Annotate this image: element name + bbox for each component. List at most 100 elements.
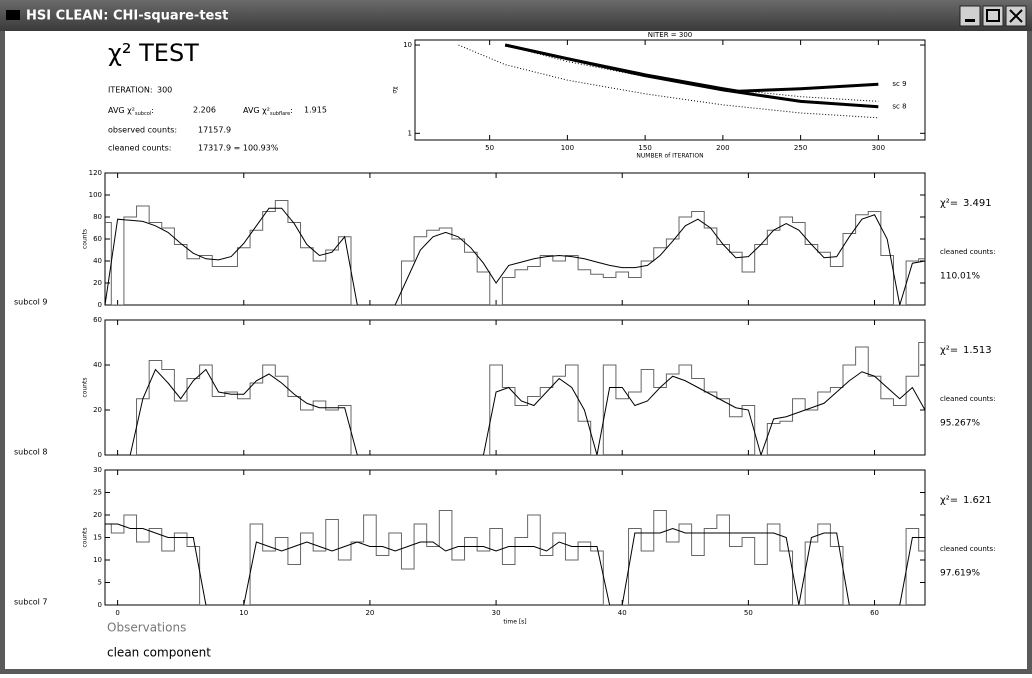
chi-label: χ²= bbox=[940, 198, 958, 209]
x-tick-label: 50 bbox=[744, 609, 753, 617]
avg-subcol-value: 2.206 bbox=[193, 106, 216, 115]
series-line bbox=[105, 523, 925, 605]
y-tick-label: 60 bbox=[93, 316, 102, 324]
y-tick-label: 0 bbox=[98, 301, 102, 309]
title-bar bbox=[0, 0, 1032, 31]
y-axis-label: counts bbox=[82, 377, 89, 397]
chart-title: NITER = 300 bbox=[648, 31, 693, 39]
y-tick-label: 5 bbox=[98, 579, 102, 587]
y-tick-label: 100 bbox=[89, 191, 102, 199]
x-tick-label: 30 bbox=[492, 609, 501, 617]
x-axis-label: time [s] bbox=[503, 619, 526, 626]
plot-frame bbox=[414, 39, 926, 141]
avg-subcol-label: AVG χ² bbox=[108, 106, 135, 115]
y-tick-label: 0 bbox=[98, 451, 102, 459]
y-tick-label: 15 bbox=[93, 534, 102, 542]
y-tick-label: 10 bbox=[403, 41, 412, 49]
cleaned-value: 110.01% bbox=[940, 272, 980, 282]
iteration-value: 300 bbox=[157, 86, 172, 95]
avg-subflare-value: 1.915 bbox=[304, 106, 327, 115]
cleaned-value: 97.619% bbox=[940, 569, 980, 579]
cleaned-value: 17317.9 = 100.93% bbox=[198, 144, 279, 153]
subcol-label: subcol 7 bbox=[14, 598, 47, 607]
chart: 0 20 40 60 80 100 120 counts subcol 9 χ²= 3.491 cle… bbox=[14, 169, 996, 309]
chi-label: χ²= bbox=[940, 345, 958, 356]
series-label: sc 9 bbox=[892, 80, 906, 88]
y-axis-label: counts bbox=[82, 229, 89, 249]
y-axis-label: σχ bbox=[392, 86, 399, 94]
y-tick-label: 10 bbox=[93, 556, 102, 564]
avg-subcol-sub: subcol bbox=[135, 111, 151, 117]
minimize-button[interactable] bbox=[959, 5, 981, 27]
cleaned-value: 95.267% bbox=[940, 419, 980, 429]
x-tick-label: 150 bbox=[638, 144, 651, 152]
avg-subflare: AVG χ²subflare: bbox=[243, 106, 293, 117]
x-tick-label: 20 bbox=[365, 609, 374, 617]
plot-area bbox=[105, 342, 925, 455]
y-tick-label: 60 bbox=[93, 235, 102, 243]
x-tick-label: 50 bbox=[485, 144, 494, 152]
y-tick-label: 40 bbox=[93, 361, 102, 369]
y-tick-label: 30 bbox=[93, 466, 102, 474]
observed-line bbox=[105, 510, 925, 605]
y-axis-label: counts bbox=[82, 527, 89, 547]
x-tick-label: 250 bbox=[794, 144, 807, 152]
test-title: χ² TEST bbox=[108, 39, 199, 67]
avg-subflare-sub: subflare bbox=[270, 111, 290, 117]
minimize-icon bbox=[965, 19, 975, 22]
chart: 1 10 50 100 150 200 250 300 NITER = 300 NUMBER of… bbox=[392, 31, 926, 160]
x-tick-label: 100 bbox=[561, 144, 574, 152]
y-tick-label: 1 bbox=[408, 129, 412, 137]
iteration-label: ITERATION: bbox=[108, 86, 153, 95]
cleaned-label: cleaned counts: bbox=[940, 545, 996, 553]
subcol-label: subcol 9 bbox=[14, 298, 47, 307]
y-tick-label: 80 bbox=[93, 213, 102, 221]
x-tick-label: 0 bbox=[115, 609, 119, 617]
y-tick-label: 20 bbox=[93, 406, 102, 414]
y-tick-label: 20 bbox=[93, 279, 102, 287]
cleaned-label: cleaned counts: bbox=[108, 144, 172, 153]
legend-clean: clean component bbox=[107, 646, 211, 660]
chi-value: 1.621 bbox=[963, 495, 992, 506]
legend-observations: Observations bbox=[107, 621, 186, 635]
window-title: HSI CLEAN: CHI-square-test bbox=[26, 9, 228, 24]
y-tick-label: 120 bbox=[89, 169, 102, 177]
subcol-label: subcol 8 bbox=[14, 448, 47, 457]
observed-line bbox=[105, 342, 925, 455]
y-tick-label: 0 bbox=[98, 601, 102, 609]
plot-area bbox=[458, 43, 879, 119]
chi-value: 1.513 bbox=[963, 345, 992, 356]
y-tick-label: 40 bbox=[93, 257, 102, 265]
plot-area bbox=[105, 200, 925, 305]
chi-label: χ²= bbox=[940, 495, 958, 506]
series-line bbox=[504, 43, 879, 109]
y-tick-label: 20 bbox=[93, 511, 102, 519]
close-icon bbox=[1009, 9, 1023, 23]
x-tick-label: 10 bbox=[239, 609, 248, 617]
series-line bbox=[105, 368, 925, 455]
plot-frame bbox=[104, 319, 926, 456]
chart: 0 20 40 60 counts subcol 8 χ²= 1.513 cleaned cou… bbox=[14, 316, 996, 459]
x-tick-label: 60 bbox=[870, 609, 879, 617]
x-tick-label: 200 bbox=[716, 144, 729, 152]
content-area bbox=[5, 31, 1027, 669]
cleaned-label: cleaned counts: bbox=[940, 395, 996, 403]
window-buttons bbox=[959, 5, 1027, 27]
header: χ² TEST ITERATION: 300 AVG χ²subcol: 2.2… bbox=[108, 39, 327, 153]
cleaned-label: cleaned counts: bbox=[940, 248, 996, 256]
series-label: sc 8 bbox=[892, 103, 906, 111]
observed-label: observed counts: bbox=[108, 126, 177, 135]
window-icon bbox=[6, 10, 20, 20]
maximize-icon bbox=[986, 9, 1000, 22]
observed-value: 17157.9 bbox=[198, 126, 231, 135]
x-axis-label: NUMBER of ITERATION bbox=[636, 153, 703, 160]
avg-subflare-colon: : bbox=[290, 106, 293, 115]
avg-subcol: AVG χ²subcol: bbox=[108, 106, 154, 117]
x-tick-label: 40 bbox=[618, 609, 627, 617]
avg-subcol-colon: : bbox=[151, 106, 154, 115]
avg-subflare-label: AVG χ² bbox=[243, 106, 270, 115]
x-tick-label: 300 bbox=[872, 144, 885, 152]
series-line bbox=[105, 207, 925, 305]
plot-area bbox=[105, 510, 925, 605]
